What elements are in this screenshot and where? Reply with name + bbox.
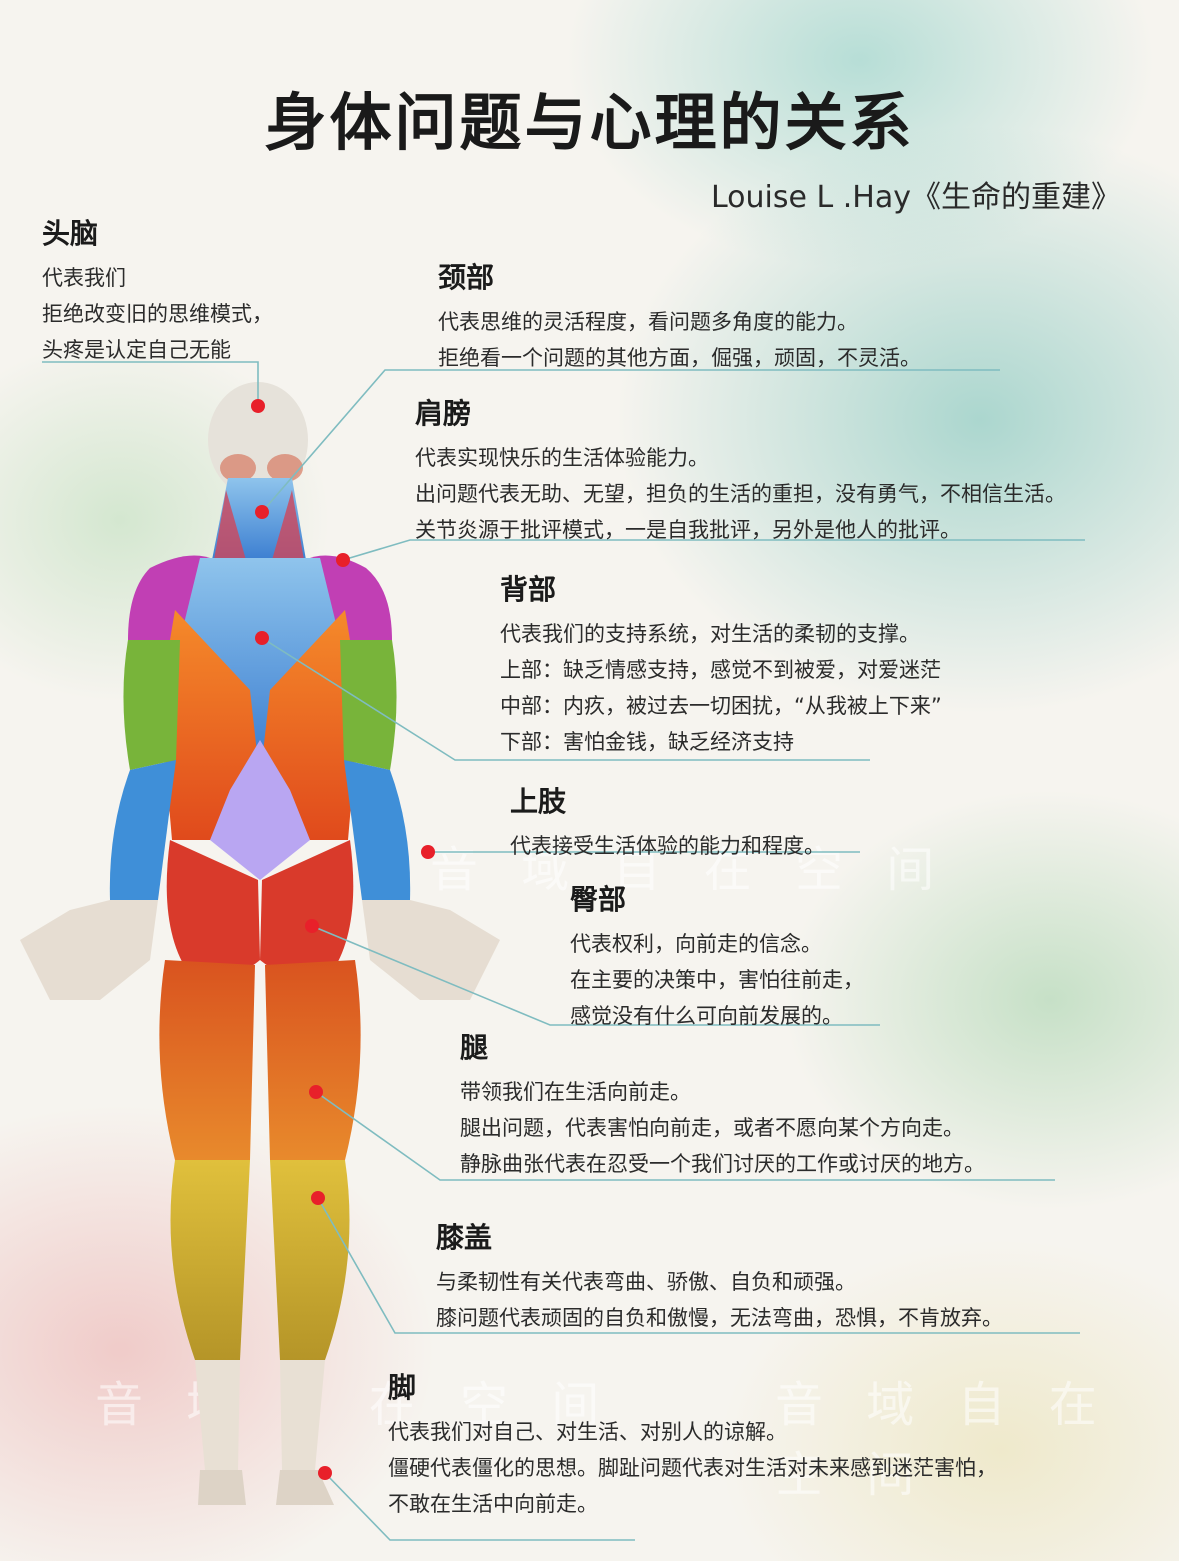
section-line: 腿出问题，代表害怕向前走，或者不愿向某个方向走。 xyxy=(460,1116,964,1140)
section-line: 感觉没有什么可向前发展的。 xyxy=(570,1004,843,1028)
section-foot: 脚 代表我们对自己、对生活、对别人的谅解。 僵硬代表僵化的思想。脚趾问题代表对生… xyxy=(388,1366,997,1522)
section-line: 代表我们对自己、对生活、对别人的谅解。 xyxy=(388,1420,787,1444)
section-head: 头脑 代表我们 拒绝改变旧的思维模式， 头疼是认定自己无能 xyxy=(42,212,273,368)
watermark-text: 音 域 自 在 空 间 xyxy=(95,1377,614,1433)
section-line: 拒绝看一个问题的其他方面，倔强，顽固，不灵活。 xyxy=(438,346,921,370)
marker-upper-limb xyxy=(421,845,435,859)
section-line: 中部：内疚，被过去一切困扰，“从我被上下来” xyxy=(500,694,942,718)
section-heading: 腿 xyxy=(460,1031,489,1064)
leader-lines xyxy=(42,361,1085,1541)
section-shoulder: 肩膀 代表实现快乐的生活体验能力。 出问题代表无助、无望，担负的生活的重担，没有… xyxy=(415,392,1066,548)
marker-dots xyxy=(251,399,435,1480)
section-line: 静脉曲张代表在忍受一个我们讨厌的工作或讨厌的地方。 xyxy=(460,1152,985,1176)
marker-shoulder xyxy=(336,553,350,567)
section-line: 出问题代表无助、无望，担负的生活的重担，没有勇气，不相信生活。 xyxy=(415,482,1066,506)
section-heading: 膝盖 xyxy=(436,1221,493,1254)
section-line: 膝问题代表顽固的自负和傲慢，无法弯曲，恐惧，不肯放弃。 xyxy=(436,1306,1003,1330)
right-thigh xyxy=(265,960,361,1160)
section-line: 下部：害怕金钱，缺乏经济支持 xyxy=(500,730,794,754)
section-line: 上部：缺乏情感支持，感觉不到被爱，对爱迷茫 xyxy=(500,658,941,682)
right-glute xyxy=(260,840,354,978)
section-line: 代表我们 xyxy=(42,266,126,290)
section-line: 代表思维的灵活程度，看问题多角度的能力。 xyxy=(438,310,858,334)
section-heading: 臀部 xyxy=(570,883,627,916)
marker-leg xyxy=(309,1085,323,1099)
marker-hip xyxy=(305,919,319,933)
section-line: 与柔韧性有关代表弯曲、骄傲、自负和顽强。 xyxy=(436,1270,856,1294)
section-leg: 腿 带领我们在生活向前走。 腿出问题，代表害怕向前走，或者不愿向某个方向走。 静… xyxy=(460,1026,985,1182)
right-hand xyxy=(362,900,500,1000)
section-line: 僵硬代表僵化的思想。脚趾问题代表对生活对未来感到迷茫害怕， xyxy=(388,1456,997,1480)
section-line: 关节炎源于批评模式，一是自我批评，另外是他人的批评。 xyxy=(415,518,961,542)
section-line: 代表接受生活体验的能力和程度。 xyxy=(510,834,825,858)
watermark-text: 音 域 自 在 空 间 xyxy=(775,1377,1111,1503)
marker-back xyxy=(255,631,269,645)
section-line: 拒绝改变旧的思维模式， xyxy=(42,302,273,326)
page-title: 身体问题与心理的关系 xyxy=(264,86,915,159)
left-ankle xyxy=(195,1360,240,1470)
section-knee: 膝盖 与柔韧性有关代表弯曲、骄傲、自负和顽强。 膝问题代表顽固的自负和傲慢，无法… xyxy=(436,1216,1003,1336)
left-thigh xyxy=(159,960,255,1160)
section-hip: 臀部 代表权利，向前走的信念。 在主要的决策中，害怕往前走， 感觉没有什么可向前… xyxy=(570,878,864,1034)
section-line: 代表我们的支持系统，对生活的柔韧的支撑。 xyxy=(500,622,920,646)
left-foot xyxy=(198,1470,246,1505)
section-line: 在主要的决策中，害怕往前走， xyxy=(570,968,864,992)
left-upper-arm xyxy=(123,640,180,770)
lumbar xyxy=(210,740,310,880)
section-upper-limb: 上肢 代表接受生活体验的能力和程度。 xyxy=(510,780,825,864)
section-line: 代表实现快乐的生活体验能力。 xyxy=(415,446,709,470)
section-heading: 脚 xyxy=(388,1371,417,1404)
right-calf xyxy=(270,1160,350,1360)
right-forearm xyxy=(344,760,411,900)
section-back: 背部 代表我们的支持系统，对生活的柔韧的支撑。 上部：缺乏情感支持，感觉不到被爱… xyxy=(500,568,942,760)
marker-head xyxy=(251,399,265,413)
section-heading: 背部 xyxy=(500,573,557,606)
section-line: 头疼是认定自己无能 xyxy=(42,338,231,362)
marker-knee xyxy=(311,1191,325,1205)
section-line: 代表权利，向前走的信念。 xyxy=(570,932,822,956)
section-heading: 肩膀 xyxy=(415,397,472,430)
marker-neck xyxy=(255,505,269,519)
section-heading: 上肢 xyxy=(510,785,567,818)
section-line: 不敢在生活中向前走。 xyxy=(388,1492,598,1516)
marker-foot xyxy=(318,1466,332,1480)
section-heading: 颈部 xyxy=(438,261,495,294)
left-glute xyxy=(166,840,260,978)
left-forearm xyxy=(109,760,176,900)
book-citation: Louise L .Hay《生命的重建》 xyxy=(711,180,1121,215)
left-hand xyxy=(20,900,158,1000)
right-foot xyxy=(276,1470,334,1505)
left-calf xyxy=(170,1160,250,1360)
right-ankle xyxy=(280,1360,325,1470)
section-heading: 头脑 xyxy=(42,217,99,250)
section-line: 带领我们在生活向前走。 xyxy=(460,1080,691,1104)
section-neck: 颈部 代表思维的灵活程度，看问题多角度的能力。 拒绝看一个问题的其他方面，倔强，… xyxy=(438,256,921,376)
